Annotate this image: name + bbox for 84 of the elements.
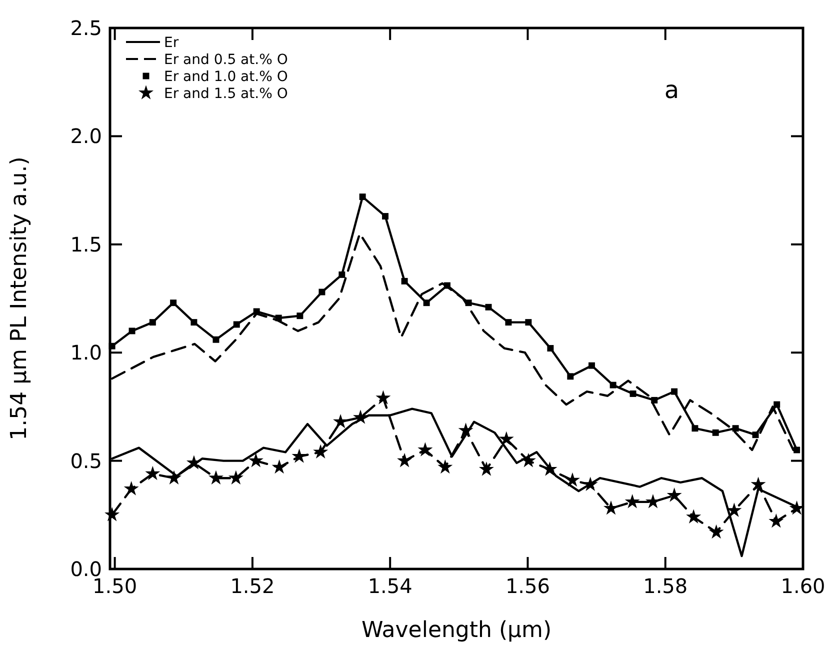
point [423,300,430,306]
point [458,422,474,437]
point [124,481,139,496]
point [272,459,287,474]
point [228,470,244,484]
point [547,345,554,352]
point [666,488,682,502]
point [108,342,116,350]
point [465,300,472,306]
point [248,452,264,468]
y-tick-label: 0.5 [70,448,102,473]
y-tick-label: 1.5 [70,232,102,256]
point [128,328,136,334]
point [686,509,702,524]
point [478,462,494,476]
point [104,507,120,522]
point [712,429,719,436]
point [789,500,804,515]
point [752,432,759,438]
point [444,282,450,289]
y-tick-label: 1.0 [70,340,102,365]
point [505,319,512,326]
point [397,452,412,468]
point [275,314,282,322]
point [166,470,182,484]
point [582,476,598,491]
point [233,321,240,328]
legend-label: Er and 1.0 at.% O [164,69,288,85]
point [610,382,616,388]
point [692,425,698,432]
legend-label: Er and 1.5 at.% O [164,86,288,102]
y-axis-title: 1.54 μm PL Intensity a.u.) [7,156,32,440]
point [645,494,660,508]
point [190,319,198,326]
point [149,319,156,326]
point [732,425,739,432]
point [726,502,742,517]
x-tick-label: 1.52 [230,574,275,598]
point [170,300,177,306]
annotation: a [664,76,680,104]
x-tick-label: 1.56 [505,574,550,598]
point [542,462,558,476]
point [708,524,724,539]
point [313,444,328,459]
point [208,470,224,484]
x-tick-label: 1.60 [780,574,826,598]
point [485,304,492,310]
point [750,476,766,491]
point [352,410,368,424]
point [564,472,580,487]
point [318,288,326,296]
point [588,362,595,369]
point [520,452,536,468]
legend-label: Er and 0.5 at.% O [164,52,288,68]
point [624,494,640,508]
point [774,401,780,408]
point [438,459,453,474]
y-tick-label: 2.0 [70,124,102,148]
x-tick-label: 1.54 [368,574,412,598]
point [525,319,532,326]
legend-label: Er [164,35,179,51]
point [630,390,636,397]
point [296,312,304,320]
y-tick-label: 2.5 [70,16,102,40]
point [292,448,307,463]
point [333,414,348,428]
point [671,388,678,395]
point [338,271,346,278]
point [498,431,514,446]
point [359,194,366,200]
point [145,466,160,480]
point [376,390,391,404]
point [186,455,202,470]
point [567,373,574,380]
point [768,513,784,528]
point [253,308,260,315]
point [651,396,658,404]
x-axis-title: Wavelength (μm) [361,618,552,643]
point [401,278,408,284]
point [418,442,433,456]
point [382,213,389,220]
x-tick-label: 1.58 [643,574,688,598]
point [212,336,220,343]
point [794,446,800,454]
